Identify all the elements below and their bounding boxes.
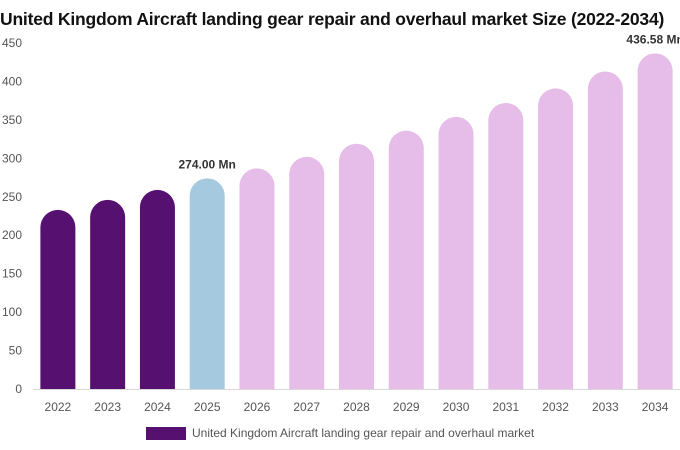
y-tick-label: 350 bbox=[2, 113, 22, 127]
y-tick-label: 400 bbox=[2, 74, 22, 88]
y-tick-label: 0 bbox=[15, 382, 22, 396]
x-tick-label: 2024 bbox=[144, 400, 171, 414]
bar-2024[interactable] bbox=[139, 189, 175, 389]
bar-2026[interactable] bbox=[239, 168, 275, 389]
chart-title: United Kingdom Aircraft landing gear rep… bbox=[0, 9, 665, 29]
y-tick-label: 300 bbox=[2, 151, 22, 165]
y-tick-label: 50 bbox=[9, 344, 23, 358]
y-tick-label: 200 bbox=[2, 228, 22, 242]
bar-2030[interactable] bbox=[438, 116, 474, 389]
data-label-2025: 274.00 Mn bbox=[179, 157, 236, 171]
y-tick-label: 150 bbox=[2, 267, 22, 281]
legend-label: United Kingdom Aircraft landing gear rep… bbox=[192, 426, 535, 440]
x-tick-label: 2034 bbox=[642, 400, 669, 414]
bar-2027[interactable] bbox=[289, 156, 325, 389]
bar-2031[interactable] bbox=[488, 102, 524, 390]
bar-2028[interactable] bbox=[339, 143, 374, 389]
x-tick-label: 2029 bbox=[393, 400, 420, 414]
bar-2032[interactable] bbox=[538, 88, 574, 389]
x-tick-label: 2033 bbox=[592, 400, 619, 414]
y-tick-label: 250 bbox=[2, 190, 22, 204]
x-tick-label: 2032 bbox=[542, 400, 569, 414]
bar-2022[interactable] bbox=[40, 209, 76, 389]
x-tick-label: 2023 bbox=[94, 400, 121, 414]
bar-2029[interactable] bbox=[388, 130, 424, 390]
x-tick-label: 2026 bbox=[244, 400, 271, 414]
x-tick-label: 2027 bbox=[293, 400, 320, 414]
legend-swatch bbox=[146, 426, 186, 440]
bar-2033[interactable] bbox=[587, 71, 623, 390]
bar-2025[interactable] bbox=[189, 178, 225, 389]
data-label-2034: 436.58 Mn bbox=[626, 32, 680, 46]
bar-2034[interactable] bbox=[637, 53, 673, 390]
x-tick-label: 2025 bbox=[194, 400, 221, 414]
x-tick-label: 2022 bbox=[45, 400, 72, 414]
y-tick-label: 100 bbox=[2, 305, 22, 319]
legend[interactable]: United Kingdom Aircraft landing gear rep… bbox=[146, 425, 534, 441]
x-tick-label: 2028 bbox=[343, 400, 370, 414]
x-tick-label: 2030 bbox=[443, 400, 470, 414]
x-tick-label: 2031 bbox=[492, 400, 519, 414]
y-tick-label: 450 bbox=[2, 36, 22, 50]
bar-2023[interactable] bbox=[90, 199, 126, 389]
